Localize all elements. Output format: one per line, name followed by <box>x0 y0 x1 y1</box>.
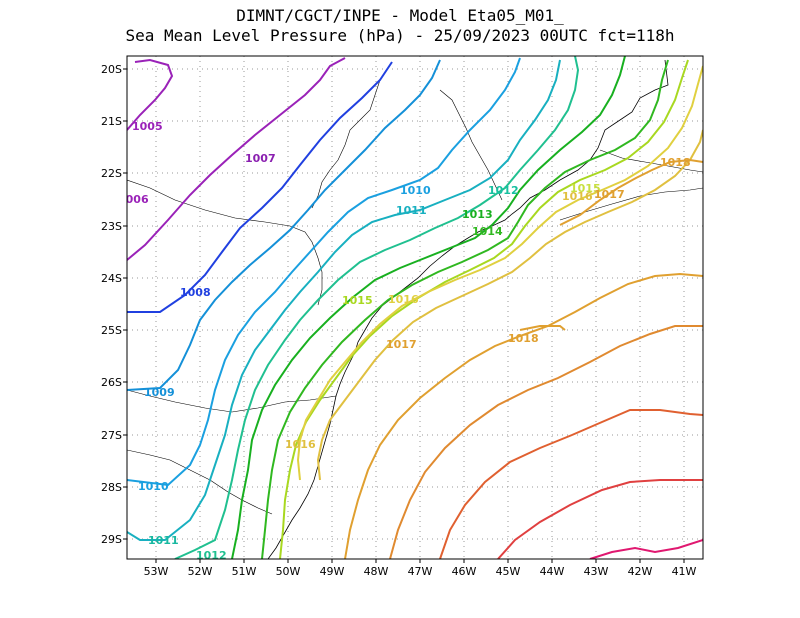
contour-label: 1016 <box>562 190 593 203</box>
chart-title-line1: DIMNT/CGCT/INPE - Model Eta05_M01_ <box>236 6 564 25</box>
lon-tick-label: 44W <box>540 565 565 578</box>
isobar-1013 <box>261 59 669 559</box>
contour-label: 1007 <box>245 152 276 165</box>
lat-tick-label: 25S <box>101 324 122 337</box>
state-border <box>127 389 337 413</box>
lon-tick-label: 45W <box>496 565 521 578</box>
contour-label: 1008 <box>180 286 211 299</box>
lat-tick-label: 28S <box>101 481 122 494</box>
contour-label: 1009 <box>144 386 175 399</box>
contour-label: 1016 <box>285 438 316 451</box>
state-border <box>439 89 503 201</box>
isobar-1009 <box>127 57 521 487</box>
contour-label: 1015 <box>342 294 373 307</box>
isobar-1015 <box>296 65 703 481</box>
contour-label: 1014 <box>472 225 503 238</box>
lon-tick-label: 43W <box>584 565 609 578</box>
contour-labels: 1005 1006 1007 1008 1009 1010 1010 1011 … <box>118 120 691 562</box>
state-border <box>311 79 381 209</box>
isobar-1011 <box>174 56 580 559</box>
contour-label: 1016 <box>388 293 419 306</box>
lon-tick-label: 50W <box>276 565 301 578</box>
contour-label: 1010 <box>138 480 169 493</box>
isobar-1017 <box>344 272 703 559</box>
lat-tick-label: 22S <box>101 167 122 180</box>
lat-tick-label: 27S <box>101 429 122 442</box>
lon-tick-label: 47W <box>408 565 433 578</box>
lon-tick-label: 41W <box>672 565 697 578</box>
map-content: 1005 1006 1007 1008 1009 1010 1010 1011 … <box>118 56 703 562</box>
longitude-axis: 53W 52W 51W 50W 49W 48W 47W 46W 45W 44W … <box>144 565 697 578</box>
isobar-1010 <box>127 59 561 541</box>
contour-label: 1005 <box>132 120 163 133</box>
contour-label: 1013 <box>462 208 493 221</box>
latitude-axis: 20S 21S 22S 23S 24S 25S 26S 27S 28S 29S <box>101 63 122 546</box>
lon-tick-label: 42W <box>628 565 653 578</box>
state-border <box>599 149 703 173</box>
lon-tick-label: 48W <box>364 565 389 578</box>
isobar-1020 <box>439 409 703 559</box>
isobar-1007 <box>127 61 393 313</box>
graticule <box>123 56 703 563</box>
lat-tick-label: 20S <box>101 63 122 76</box>
contour-label: 1011 <box>396 204 427 217</box>
contour-label: 1017 <box>386 338 417 351</box>
lat-tick-label: 23S <box>101 220 122 233</box>
contour-label: 1011 <box>148 534 179 547</box>
isobar-1022 <box>589 539 703 559</box>
isobar-1018b <box>559 158 703 226</box>
contour-label: 1012 <box>488 184 519 197</box>
lat-tick-label: 24S <box>101 272 122 285</box>
contour-label: 1018 <box>508 332 539 345</box>
isobar-1006 <box>127 57 346 261</box>
lon-tick-label: 52W <box>188 565 213 578</box>
isobar-1018 <box>519 325 566 331</box>
lon-tick-label: 49W <box>320 565 345 578</box>
contour-label: 1010 <box>400 184 431 197</box>
coastline <box>267 59 669 559</box>
lat-tick-label: 26S <box>101 376 122 389</box>
isobar-1019 <box>389 325 703 559</box>
lon-tick-label: 51W <box>232 565 257 578</box>
state-border <box>127 179 323 306</box>
lon-tick-label: 46W <box>452 565 477 578</box>
contour-label: 1012 <box>196 549 227 562</box>
contour-label: 1015 <box>570 182 601 195</box>
isobar-1005 <box>127 58 174 131</box>
isobar-1016 <box>316 129 703 481</box>
isobar-1012 <box>231 56 626 559</box>
isobar-1008 <box>127 59 441 391</box>
contour-label: 1017 <box>594 188 625 201</box>
isobar-1021 <box>497 479 703 559</box>
contour-label: 1018 <box>660 156 691 169</box>
contour-label: 1006 <box>118 193 149 206</box>
lat-tick-label: 29S <box>101 533 122 546</box>
map-frame <box>126 55 704 560</box>
lon-tick-label: 53W <box>144 565 169 578</box>
isobar-1014 <box>279 59 689 559</box>
chart-title-line2: Sea Mean Level Pressure (hPa) - 25/09/20… <box>125 26 675 45</box>
lat-tick-label: 21S <box>101 115 122 128</box>
